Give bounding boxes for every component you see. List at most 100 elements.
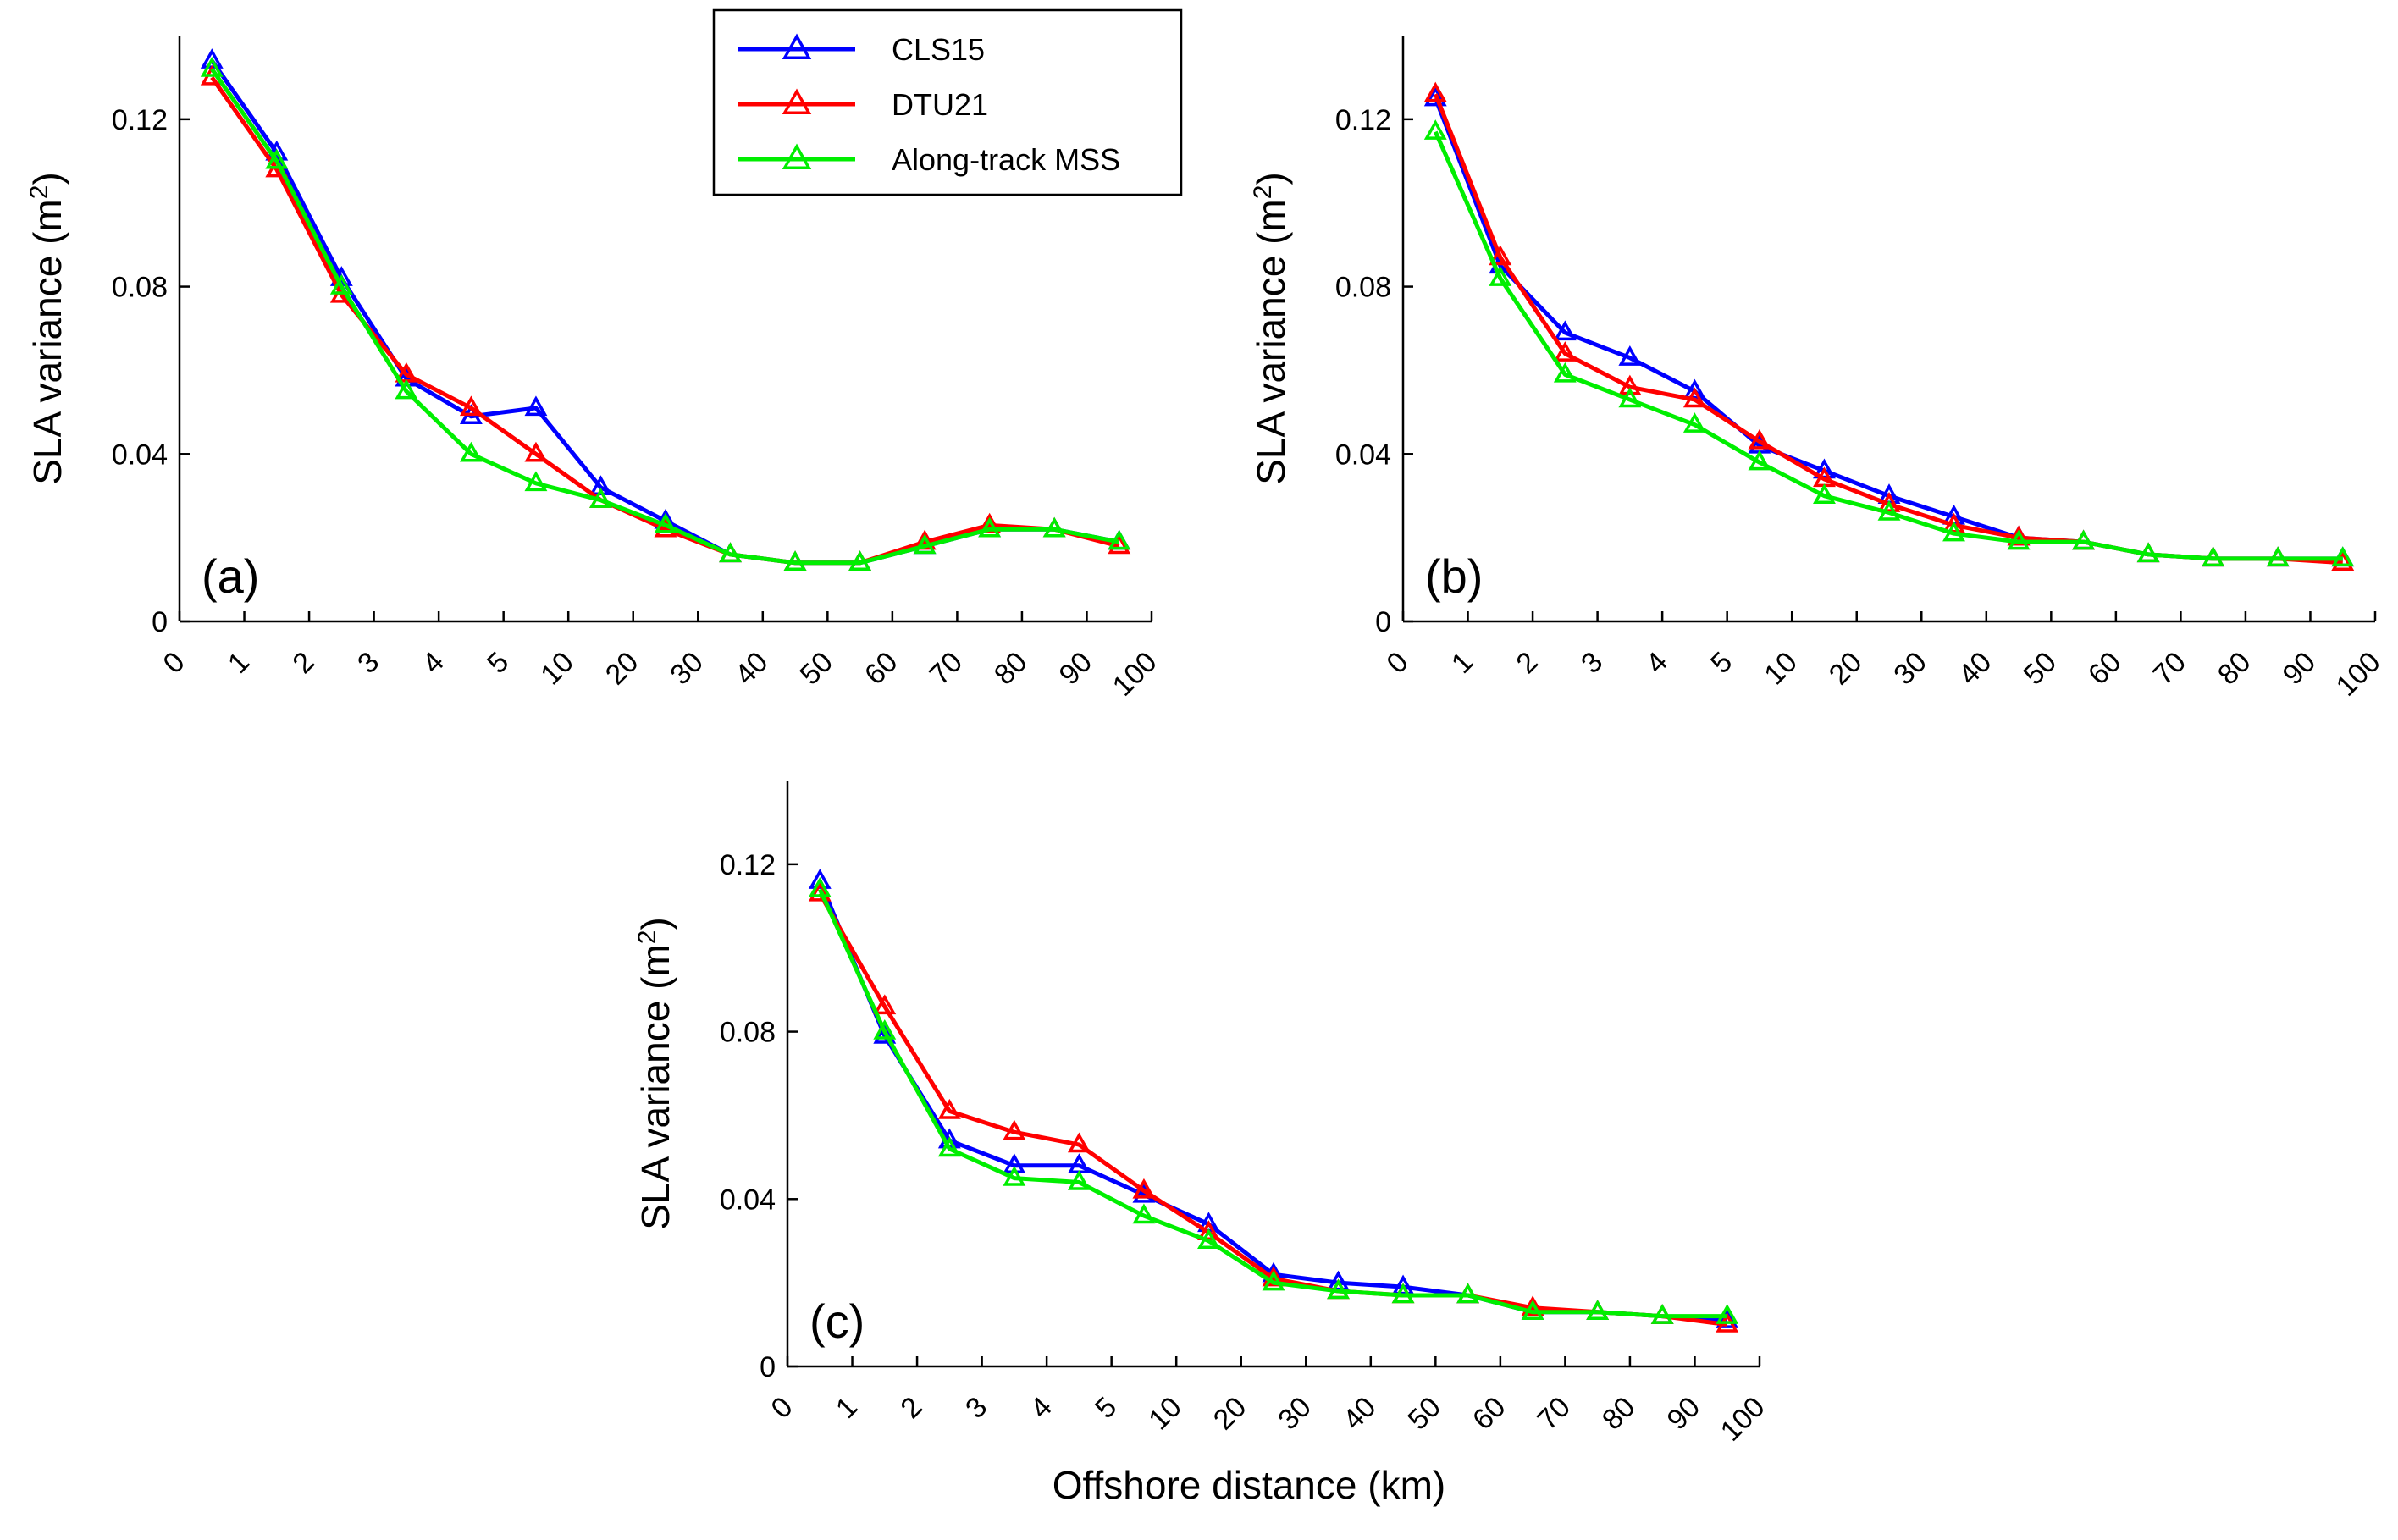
x-tick-label: 0 [765,1391,798,1425]
data-point [2266,546,2290,567]
data-point [1067,1132,1091,1153]
data-point [1132,1178,1156,1199]
x-tick-label: 100 [1107,646,1163,703]
data-point [913,533,937,555]
data-point [719,542,742,563]
x-tick-label: 1 [222,646,256,680]
data-point [1553,362,1577,383]
data-point [395,378,418,400]
data-point [848,550,872,571]
data-point [1108,533,1131,555]
data-point [1132,1203,1156,1224]
panel-label: (a) [202,549,259,603]
y-tick-label: 0.08 [720,1017,776,1049]
data-point [1423,81,1447,102]
y-tick-label: 0.04 [112,439,168,471]
legend-label: DTU21 [892,87,988,122]
x-tick-label: 4 [1640,646,1674,680]
data-point [1716,1308,1739,1328]
x-tick-label: 20 [1207,1391,1253,1437]
data-point [524,395,548,417]
y-tick-label: 0.04 [720,1184,776,1216]
data-point [1553,320,1577,341]
x-tick-label: 100 [1715,1391,1771,1448]
x-tick-label: 20 [1823,646,1869,692]
data-point [978,516,1002,538]
series-line [1433,130,2343,561]
data-point [1813,483,1836,504]
x-tick-label: 90 [1661,1391,1707,1437]
y-tick-label: 0 [152,606,168,638]
data-point [1748,428,1771,450]
x-tick-label: 70 [2147,646,2192,692]
series-line [817,888,1727,1319]
y-axis-label: SLA variance (m2) [633,917,678,1230]
data-point [937,1136,961,1157]
data-point [808,880,832,902]
data-point [1586,1300,1610,1320]
data-point [873,1019,897,1040]
x-tick-label: 80 [1596,1391,1642,1437]
data-point [200,56,224,77]
data-point [1391,1283,1415,1304]
x-tick-label: 3 [959,1391,993,1425]
data-point [1489,266,1512,286]
x-axis-label: Offshore distance (km) [1053,1463,1445,1507]
data-point [1262,1270,1285,1291]
data-point [1423,86,1447,107]
panel-c: 00.040.080.120 1 2 3 4 5 10 20 30 40 50 60 70 80 90 100… [633,781,1771,1448]
data-point [937,1098,961,1119]
data-point [1682,387,1706,408]
data-point [329,274,353,295]
y-tick-label: 0.04 [1335,439,1391,471]
data-point [2202,546,2225,567]
x-tick-label: 3 [351,646,385,680]
y-tick-label: 0.12 [1335,104,1391,136]
data-point [1197,1228,1220,1249]
y-axis-label: SLA variance (m2) [25,172,70,485]
data-point [589,488,612,508]
data-point [1003,1119,1026,1140]
data-point [808,876,832,897]
series-line [818,892,1728,1327]
panel-label: (c) [809,1294,865,1348]
y-axis-label: SLA variance (m2) [1249,172,1294,485]
data-point [1327,1278,1350,1300]
x-tick-label: 5 [1705,646,1738,680]
x-tick-label: 40 [729,646,775,692]
data-point [1521,1300,1544,1320]
x-tick-label: 10 [1758,646,1804,692]
legend-label: Along-track MSS [892,142,1120,177]
data-point [1650,1304,1674,1324]
data-point [1423,119,1447,140]
x-tick-label: 2 [894,1391,928,1425]
x-tick-label: 50 [2017,646,2063,692]
data-point [783,550,807,571]
x-tick-label: 30 [664,646,710,692]
x-tick-label: 0 [157,646,191,680]
x-tick-label: 60 [2082,646,2128,692]
x-tick-label: 50 [1401,1391,1447,1437]
series-along-track-mss [1423,119,2355,567]
data-point [1618,345,1642,366]
legend-label: CLS15 [892,32,985,67]
data-point [524,441,548,462]
data-point [808,869,832,889]
legend-marker [782,88,812,114]
x-tick-label: 90 [1053,646,1099,692]
data-point [2072,529,2096,550]
x-tick-label: 90 [2277,646,2323,692]
series-line [210,68,1120,566]
data-point [1067,1169,1091,1190]
data-point [1716,1304,1739,1324]
data-point [2136,542,2160,563]
series-dtu21 [1423,81,2355,571]
series-line [817,880,1727,1323]
data-point [654,512,677,533]
series-along-track-mss [200,56,1131,571]
data-point [2331,550,2355,571]
x-tick-label: 2 [1510,646,1544,680]
x-tick-label: 2 [286,646,320,680]
x-tick-label: 5 [1089,1391,1123,1425]
